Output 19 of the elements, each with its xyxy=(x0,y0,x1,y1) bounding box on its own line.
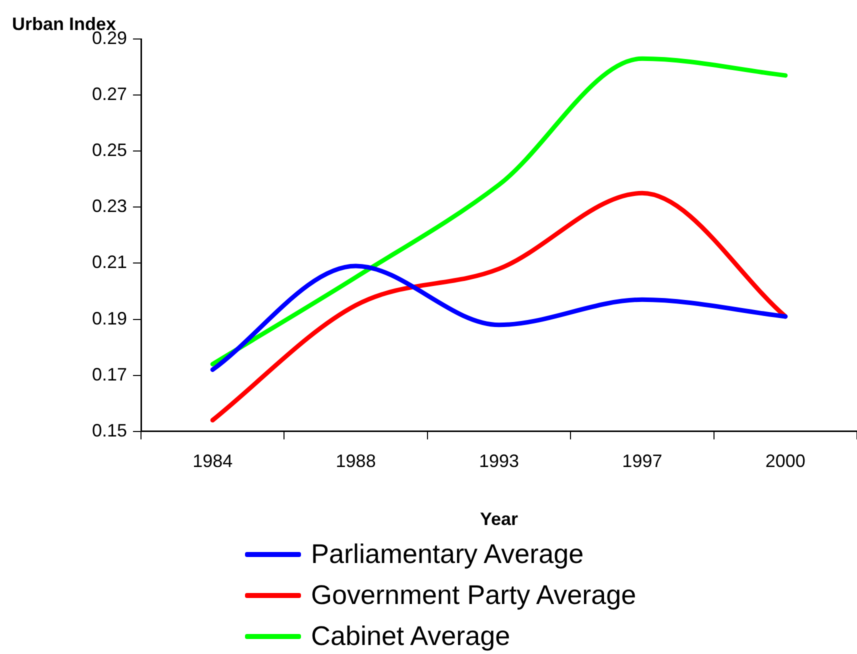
x-tick-label: 1988 xyxy=(336,451,376,472)
y-tick-label: 0.19 xyxy=(92,308,127,328)
y-tick-label: 0.25 xyxy=(92,140,127,160)
line-series xyxy=(210,190,788,422)
line-series xyxy=(210,56,788,366)
x-tick-label: 1993 xyxy=(478,451,520,472)
line-series xyxy=(210,264,788,372)
x-tick-label: 1984 xyxy=(192,451,233,472)
y-tick-label: 0.21 xyxy=(92,252,127,272)
x-axis-title: Year xyxy=(480,509,518,529)
legend-label: Government Party Average xyxy=(311,580,636,611)
x-tick-label: 1997 xyxy=(622,451,662,472)
y-tick-label: 0.23 xyxy=(92,196,127,216)
y-tick-label: 0.15 xyxy=(92,420,127,440)
x-tick-label: 2000 xyxy=(765,451,806,472)
legend-label: Cabinet Average xyxy=(311,621,510,652)
legend-label: Parliamentary Average xyxy=(311,539,584,570)
y-tick-label: 0.27 xyxy=(92,84,127,104)
y-tick-label: 0.17 xyxy=(92,364,127,384)
